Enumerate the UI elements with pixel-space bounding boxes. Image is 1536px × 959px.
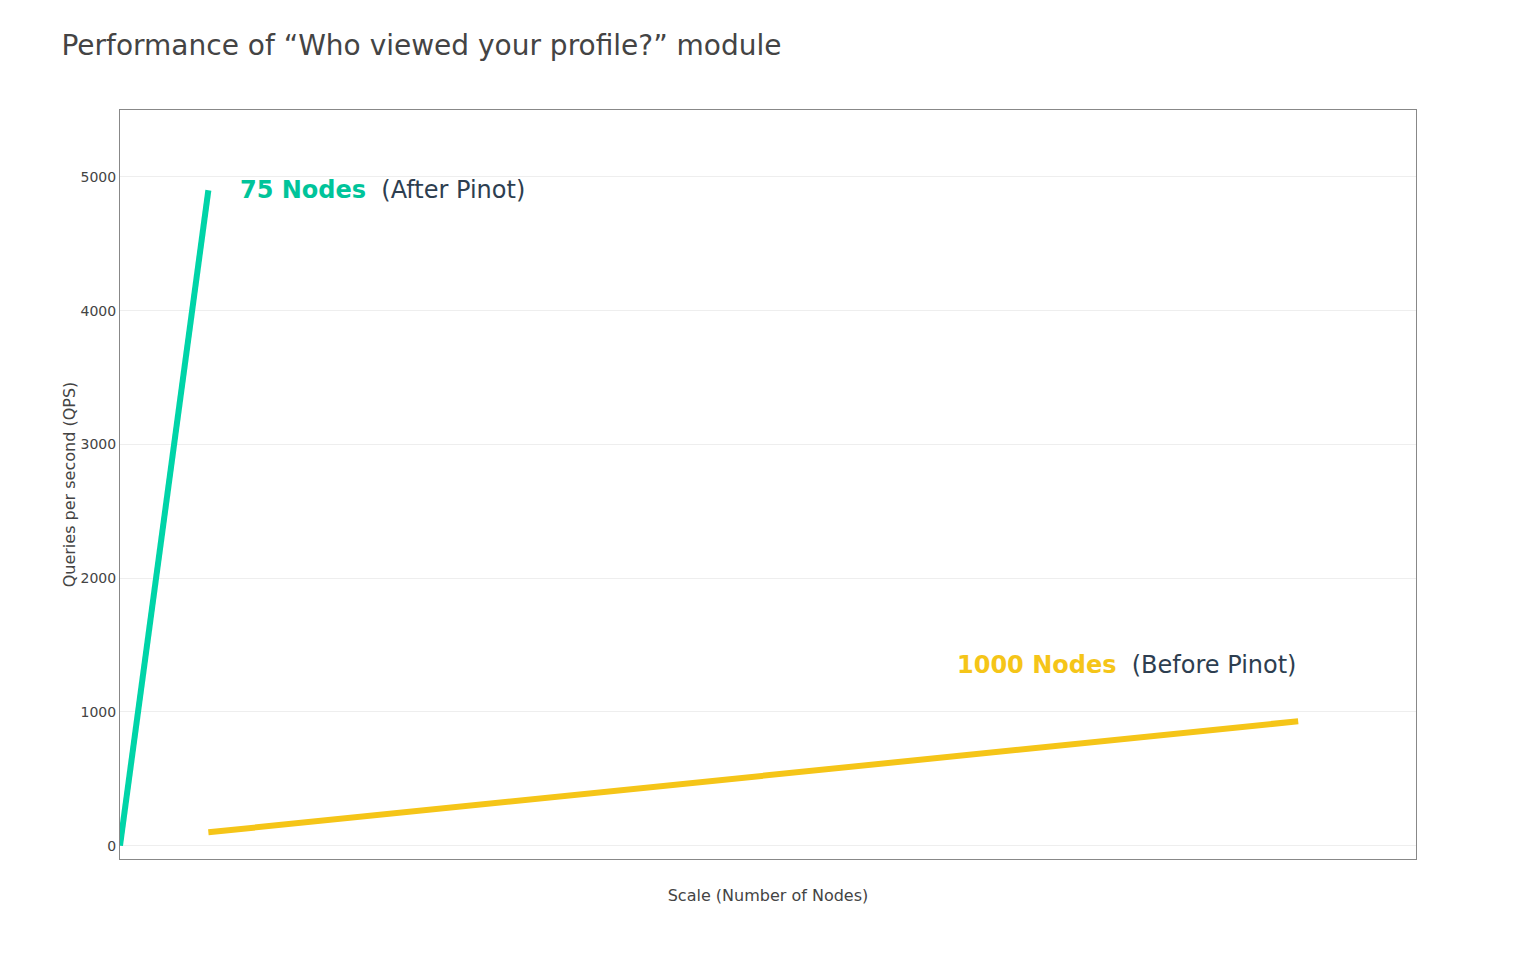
svg-text:4000: 4000 (81, 303, 117, 319)
svg-text:2000: 2000 (81, 570, 117, 586)
svg-text:Performance of “Who viewed you: Performance of “Who viewed your profile?… (61, 29, 781, 62)
svg-text:1000 Nodes (Before Pinot): 1000 Nodes (Before Pinot) (957, 651, 1296, 679)
svg-text:Scale (Number of Nodes): Scale (Number of Nodes) (668, 886, 869, 905)
svg-text:3000: 3000 (81, 436, 117, 452)
svg-text:1000: 1000 (81, 704, 117, 720)
svg-text:0: 0 (107, 838, 116, 854)
svg-text:75 Nodes (After Pinot): 75 Nodes (After Pinot) (240, 176, 525, 204)
svg-text:5000: 5000 (81, 169, 117, 185)
svg-text:Queries per second (QPS): Queries per second (QPS) (60, 382, 79, 588)
